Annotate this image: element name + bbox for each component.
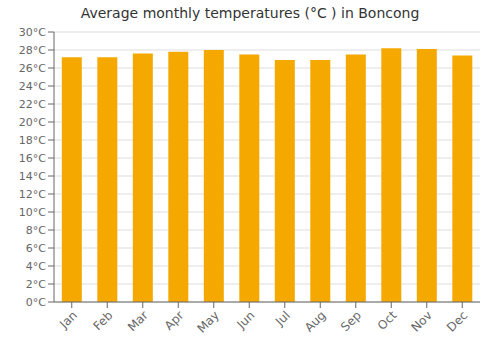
svg-text:24°C: 24°C — [19, 80, 46, 93]
svg-text:6°C: 6°C — [26, 242, 46, 255]
svg-text:28°C: 28°C — [19, 44, 46, 57]
svg-text:18°C: 18°C — [19, 134, 46, 147]
svg-text:Apr: Apr — [162, 308, 187, 333]
svg-text:Feb: Feb — [90, 308, 115, 333]
svg-text:Sep: Sep — [338, 308, 364, 334]
svg-text:Mar: Mar — [125, 308, 151, 334]
svg-text:Oct: Oct — [375, 308, 400, 333]
svg-text:Jan: Jan — [56, 308, 80, 332]
svg-text:Aug: Aug — [302, 308, 328, 334]
svg-text:16°C: 16°C — [19, 152, 46, 165]
svg-text:Jul: Jul — [272, 308, 293, 329]
svg-text:2°C: 2°C — [26, 278, 46, 291]
svg-text:20°C: 20°C — [19, 116, 46, 129]
svg-text:0°C: 0°C — [26, 296, 46, 309]
svg-text:30°C: 30°C — [19, 26, 46, 39]
svg-text:14°C: 14°C — [19, 170, 46, 183]
svg-text:12°C: 12°C — [19, 188, 46, 201]
svg-text:8°C: 8°C — [26, 224, 46, 237]
svg-text:May: May — [194, 308, 221, 335]
svg-text:4°C: 4°C — [26, 260, 46, 273]
svg-text:26°C: 26°C — [19, 62, 46, 75]
svg-text:10°C: 10°C — [19, 206, 46, 219]
html-text:Average monthly temperatures (: Average monthly temperatures (°C ) in Bo… — [80, 5, 420, 21]
svg-text:Nov: Nov — [408, 308, 434, 334]
svg-text:Jun: Jun — [234, 308, 258, 332]
svg-text:Dec: Dec — [444, 308, 470, 334]
svg-text:22°C: 22°C — [19, 98, 46, 111]
